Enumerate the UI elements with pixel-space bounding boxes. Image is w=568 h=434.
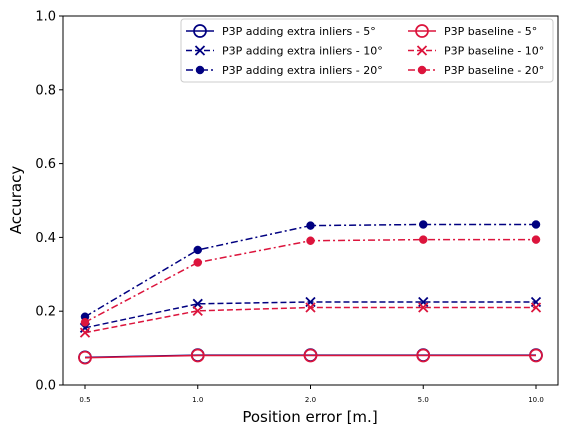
data-point [530, 302, 542, 313]
open-circle-marker [529, 348, 543, 363]
x-marker [530, 302, 542, 313]
y-axis: 0.0 0.2 0.4 0.6 0.8 1.0 [35, 10, 63, 394]
series-4 [78, 348, 543, 365]
data-point [193, 258, 202, 267]
dot-marker [195, 65, 205, 75]
data-point [79, 327, 91, 338]
legend-item: P3P adding extra inliers - 20° [186, 64, 383, 77]
legend-box [180, 18, 554, 83]
x-marker [416, 45, 428, 56]
data-point [80, 318, 90, 327]
legend: P3P adding extra inliers - 5° P3P adding … [180, 18, 554, 83]
data-point [190, 348, 205, 363]
x-axis: 0.5 1.0 2.0 5.0 10.0 [79, 385, 544, 404]
x-tick-label: 10.0 [528, 396, 544, 404]
legend-label: P3P adding extra inliers - 20° [222, 64, 383, 77]
open-circle-marker [78, 350, 92, 365]
dot-marker [531, 235, 541, 244]
open-circle-marker [303, 348, 318, 363]
dot-marker [531, 220, 541, 229]
x-tick-label: 2.0 [305, 396, 316, 404]
series-5 [79, 302, 542, 338]
data-point [529, 348, 543, 363]
legend-item: P3P baseline - 10° [408, 45, 544, 58]
y-axis-label: Accuracy [7, 166, 25, 235]
x-tick-label: 0.5 [79, 396, 90, 404]
legend-label: P3P baseline - 5° [444, 25, 537, 38]
x-marker [418, 302, 429, 313]
open-circle-marker [193, 24, 207, 38]
dot-marker [417, 65, 427, 75]
open-circle-marker [416, 348, 431, 363]
x-marker [305, 302, 316, 313]
x-tick-label: 5.0 [418, 396, 429, 404]
legend-label: P3P baseline - 10° [444, 45, 544, 58]
legend-item: P3P adding extra inliers - 5° [186, 24, 376, 38]
legend-item: P3P baseline - 5° [408, 24, 537, 38]
dot-marker [193, 245, 202, 255]
data-point [78, 350, 92, 365]
y-tick-label: 0.0 [35, 379, 56, 394]
data-point [303, 348, 318, 363]
y-tick-label: 0.2 [35, 305, 56, 320]
y-tick-label: 0.4 [35, 231, 56, 246]
data-point [193, 245, 202, 255]
open-circle-marker [190, 348, 205, 363]
data-point [192, 305, 203, 316]
x-marker [194, 45, 206, 56]
data-point [419, 220, 428, 229]
y-tick-label: 1.0 [35, 10, 56, 25]
data-point [531, 235, 541, 244]
data-point [416, 348, 431, 363]
data-point [305, 302, 316, 313]
dot-marker [193, 258, 202, 267]
x-tick-label: 1.0 [192, 396, 203, 404]
legend-item: P3P adding extra inliers - 10° [186, 45, 383, 58]
plot-area [62, 15, 559, 386]
dot-marker [306, 221, 315, 230]
dot-marker [419, 235, 428, 244]
data-point [531, 220, 541, 229]
dot-marker [306, 236, 315, 245]
legend-label: P3P baseline - 20° [444, 64, 544, 77]
dot-marker [80, 318, 90, 327]
y-tick-label: 0.8 [35, 83, 56, 98]
data-point [306, 221, 315, 230]
legend-label: P3P adding extra inliers - 5° [222, 25, 376, 38]
open-circle-marker [415, 24, 429, 38]
legend-item: P3P baseline - 20° [408, 64, 544, 77]
legend-label: P3P adding extra inliers - 10° [222, 45, 383, 58]
dot-marker [419, 220, 428, 229]
x-axis-label: Position error [m.] [242, 408, 377, 426]
x-marker [192, 305, 203, 316]
y-tick-label: 0.6 [35, 157, 56, 172]
series-3 [80, 220, 541, 321]
x-marker [79, 327, 91, 338]
data-point [306, 236, 315, 245]
series-6 [80, 235, 541, 327]
data-point [418, 302, 429, 313]
data-point [419, 235, 428, 244]
series-line [84, 354, 536, 359]
